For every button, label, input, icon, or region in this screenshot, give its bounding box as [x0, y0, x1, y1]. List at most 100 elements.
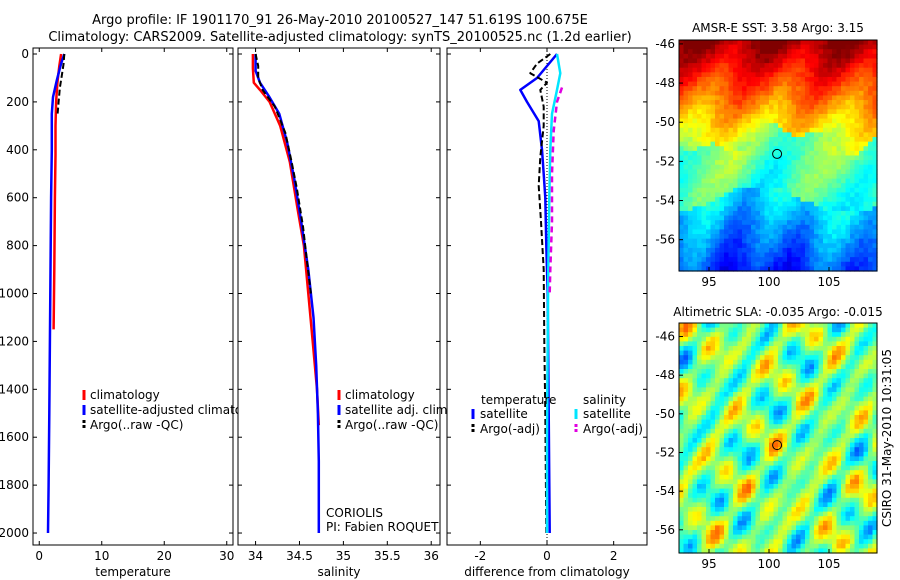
heatmap-cell [733, 86, 739, 92]
heatmap-cell [719, 210, 725, 217]
heatmap-cell [679, 141, 685, 147]
heatmap-cell [827, 86, 833, 92]
heatmap-cell [769, 86, 775, 92]
heatmap-cell [805, 387, 811, 393]
heatmap-cell [697, 424, 703, 430]
heatmap-cell [746, 493, 752, 499]
heatmap-cell [823, 72, 829, 78]
heatmap-cell [872, 392, 878, 398]
heatmap-cell [683, 456, 689, 462]
heatmap-cell [760, 451, 766, 457]
heatmap-cell [760, 229, 766, 235]
heatmap-cell [863, 424, 869, 430]
heatmap-cell [719, 530, 725, 536]
heatmap-cell [818, 187, 824, 194]
heatmap-cell [778, 346, 784, 352]
heatmap-cell [778, 141, 784, 147]
heatmap-cell [769, 146, 775, 152]
heatmap-cell [697, 224, 703, 231]
heatmap-cell [719, 146, 725, 152]
heatmap-cell [679, 173, 685, 180]
heatmap-cell [773, 210, 779, 217]
heatmap-cell [701, 392, 707, 398]
heatmap-cell [724, 229, 730, 235]
heatmap-cell [791, 95, 797, 101]
heatmap-cell [827, 516, 833, 522]
heatmap-cell [751, 502, 757, 508]
heatmap-cell [791, 387, 797, 393]
heatmap-cell [697, 359, 703, 365]
heatmap-cell [755, 104, 761, 110]
heatmap-cell [755, 447, 761, 453]
heatmap-cell [692, 479, 698, 485]
heatmap-cell [868, 447, 874, 453]
heatmap-cell [841, 525, 847, 531]
heatmap-cell [724, 210, 730, 217]
heatmap-cell [701, 58, 707, 64]
heatmap-cell [688, 373, 694, 379]
heatmap-cell [800, 252, 806, 258]
heatmap-cell [872, 44, 878, 50]
y-tick-label: 400 [6, 143, 29, 157]
heatmap-cell [818, 127, 824, 133]
heatmap-cell [805, 261, 811, 267]
heatmap-cell [724, 238, 730, 244]
heatmap-cell [715, 346, 721, 352]
heatmap-cell [733, 378, 739, 384]
heatmap-cell [841, 113, 847, 120]
heatmap-cell [733, 359, 739, 365]
heatmap-cell [859, 373, 865, 379]
heatmap-cell [755, 81, 761, 87]
heatmap-cell [778, 243, 784, 249]
heatmap-cell [724, 206, 730, 212]
heatmap-cell [692, 378, 698, 384]
heatmap-cell [697, 201, 703, 207]
heatmap-cell [850, 525, 856, 531]
heatmap-cell [769, 206, 775, 212]
heatmap-cell [719, 387, 725, 393]
heatmap-cell [751, 405, 757, 411]
heatmap-cell [746, 442, 752, 448]
heatmap-cell [706, 247, 712, 254]
heatmap-cell [742, 382, 748, 388]
heatmap-cell [692, 438, 698, 444]
heatmap-cell [850, 187, 856, 194]
heatmap-cell [719, 438, 725, 444]
heatmap-cell [796, 164, 802, 170]
heatmap-cell [832, 146, 838, 152]
heatmap-cell [769, 81, 775, 87]
heatmap-cell [850, 123, 856, 129]
heatmap-cell [791, 516, 797, 522]
heatmap-cell [719, 257, 725, 263]
heatmap-cell [706, 178, 712, 184]
heatmap-cell [737, 369, 743, 375]
x-tick-label: 35.5 [374, 549, 401, 563]
heatmap-cell [787, 257, 793, 263]
heatmap-cell [728, 81, 734, 87]
heatmap-cell [710, 424, 716, 430]
heatmap-cell [710, 210, 716, 217]
heatmap-cell [796, 511, 802, 517]
heatmap-cell [814, 447, 820, 453]
heatmap-cell [755, 474, 761, 480]
heatmap-cell [710, 428, 716, 434]
x-tick-label: 95 [701, 557, 716, 571]
heatmap-cell [800, 479, 806, 485]
heatmap-cell [751, 484, 757, 490]
heatmap-cell [787, 539, 793, 545]
heatmap-cell [760, 90, 766, 97]
heatmap-cell [868, 72, 874, 78]
heatmap-cell [760, 341, 766, 347]
heatmap-cell [773, 197, 779, 203]
heatmap-cell [719, 150, 725, 157]
heatmap-cell [841, 210, 847, 217]
heatmap-cell [823, 261, 829, 267]
heatmap-cell [764, 336, 770, 342]
y-tick-label: 800 [6, 239, 29, 253]
map-frame [678, 322, 878, 554]
heatmap-cell [728, 104, 734, 110]
heatmap-cell [818, 215, 824, 221]
heatmap-cell [872, 123, 878, 129]
heatmap-cell [742, 327, 748, 333]
heatmap-cell [728, 178, 734, 184]
